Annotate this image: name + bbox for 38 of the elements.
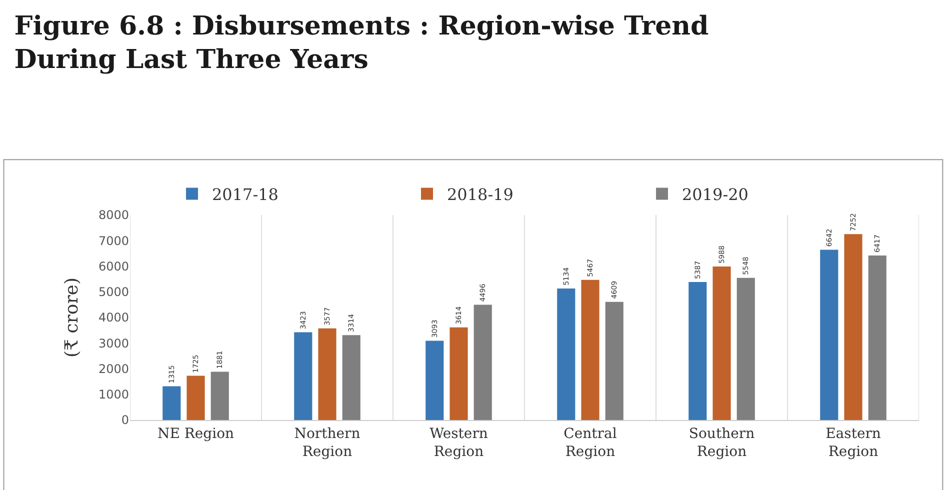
bar xyxy=(868,256,886,420)
y-tick-label: 8000 xyxy=(98,208,129,222)
chart-title: Figure 6.8 : Disbursements : Region-wise Trend During Last Three Years xyxy=(14,11,709,76)
x-tick-label: NE Region xyxy=(157,426,234,442)
bar xyxy=(581,280,600,420)
bar xyxy=(342,335,360,420)
x-tick-label: Eastern Region xyxy=(826,426,881,460)
bar xyxy=(820,250,838,420)
bar xyxy=(162,386,181,420)
bar xyxy=(450,327,468,420)
bar xyxy=(210,372,229,420)
y-tick-label: 0 xyxy=(121,413,129,428)
bar xyxy=(844,234,862,420)
legend-label: 2017-18 xyxy=(212,185,278,204)
x-tick-label: Western Region xyxy=(430,426,488,460)
y-tick-label: 2000 xyxy=(98,362,129,376)
y-tick-label: 1000 xyxy=(98,388,129,402)
y-axis-title: (₹ crore) xyxy=(62,278,83,358)
bar xyxy=(474,304,492,420)
y-tick-label: 5000 xyxy=(98,285,129,300)
bar xyxy=(294,332,312,420)
y-tick-label: 7000 xyxy=(98,234,129,248)
y-tick-label: 3000 xyxy=(98,336,129,350)
legend-label: 2019-20 xyxy=(682,185,748,204)
bar xyxy=(557,288,576,420)
x-tick-label: Southern Region xyxy=(688,426,755,460)
bar xyxy=(186,376,205,420)
y-tick-label: 6000 xyxy=(98,259,129,274)
bar xyxy=(712,266,731,420)
bar xyxy=(688,282,707,420)
x-tick-label: Central Region xyxy=(564,426,618,460)
x-tick-label: Northern Region xyxy=(294,426,360,460)
bar xyxy=(736,278,755,420)
bar xyxy=(318,328,336,420)
bar xyxy=(426,340,444,420)
y-tick-label: 4000 xyxy=(98,310,129,325)
bar xyxy=(605,302,624,420)
legend-label: 2018-19 xyxy=(447,185,514,204)
